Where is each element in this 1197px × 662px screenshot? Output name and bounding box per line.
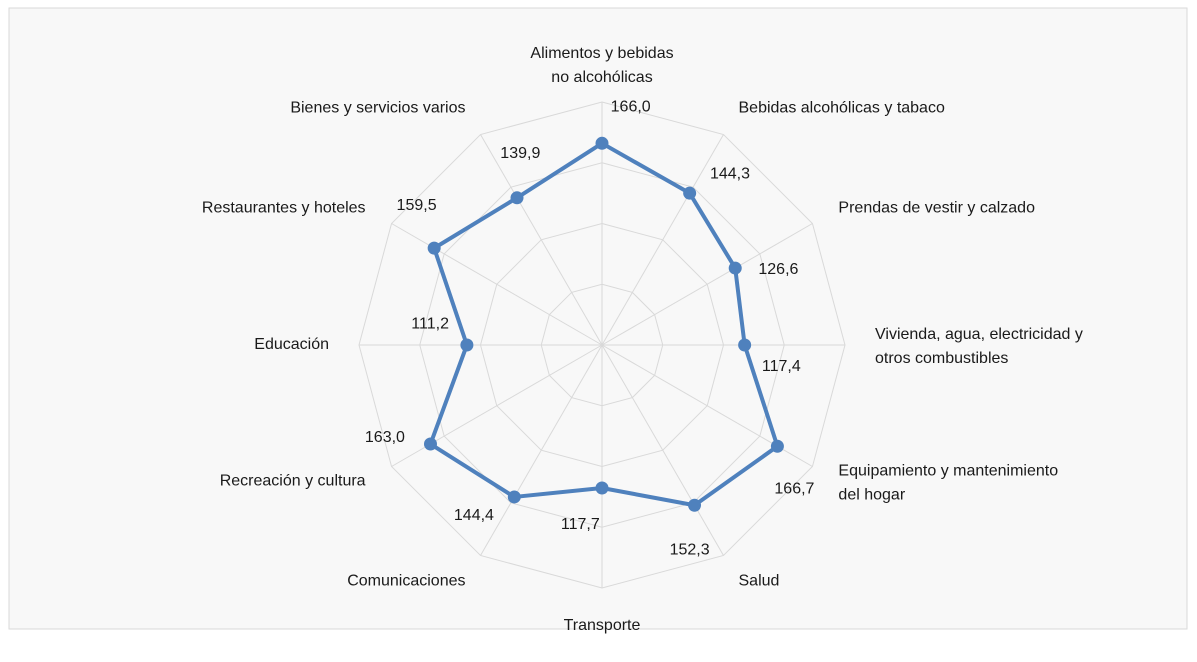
value-label: 163,0 [365,429,405,446]
category-label: Vivienda, agua, electricidad y otros comb… [875,326,1083,367]
value-label: 126,6 [758,261,798,278]
category-label: Salud [739,573,780,590]
category-label: Bienes y servicios varios [290,100,465,117]
data-point [510,191,524,205]
value-label: 117,4 [762,358,801,375]
value-label: 139,9 [500,145,540,162]
data-point [460,338,474,352]
category-label: Bebidas alcohólicas y tabaco [739,100,945,117]
chart-area [8,7,1188,630]
category-label: Prendas de vestir y calzado [838,200,1035,217]
category-label: Transporte [564,617,641,634]
value-label: 117,7 [561,516,600,533]
data-point [423,437,437,451]
spoke [391,223,603,346]
data-point [738,338,752,352]
data-point [595,136,609,150]
spoke [601,134,724,346]
category-label: Educación [254,336,329,353]
category-label: Comunicaciones [347,573,465,590]
category-label: Alimentos y bebidas no alcohólicas [530,45,673,86]
spoke [601,344,724,556]
data-point [688,498,702,512]
data-point [770,439,784,453]
data-point [728,261,742,275]
spoke [480,134,603,346]
value-label: 144,3 [710,166,750,183]
data-point [427,241,441,255]
spoke [601,223,813,346]
category-label: Restaurantes y hoteles [202,200,366,217]
value-label: 159,5 [397,197,437,214]
value-label: 166,0 [611,98,651,115]
value-label: 144,4 [454,507,494,524]
value-label: 166,7 [774,481,814,498]
value-label: 111,2 [411,315,449,332]
spoke [480,344,603,556]
category-label: Recreación y cultura [220,473,366,490]
data-point [683,186,697,200]
data-point [595,481,609,495]
data-point [507,490,521,504]
value-label: 152,3 [670,541,710,558]
category-label: Equipamiento y mantenimiento del hogar [838,463,1058,504]
